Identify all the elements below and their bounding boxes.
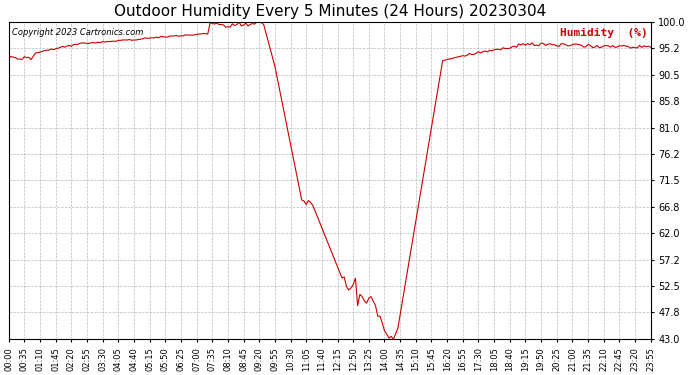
Text: Copyright 2023 Cartronics.com: Copyright 2023 Cartronics.com	[12, 28, 144, 37]
Text: Humidity  (%): Humidity (%)	[560, 28, 647, 38]
Title: Outdoor Humidity Every 5 Minutes (24 Hours) 20230304: Outdoor Humidity Every 5 Minutes (24 Hou…	[114, 4, 546, 19]
